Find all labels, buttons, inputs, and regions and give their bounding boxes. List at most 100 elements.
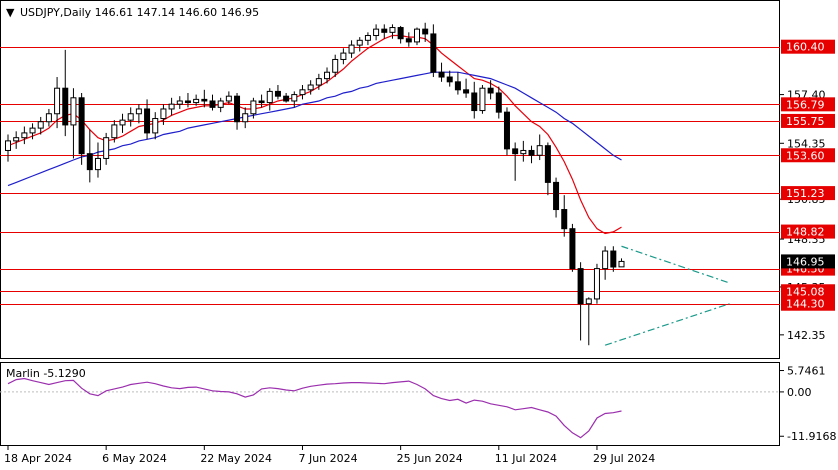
candle-body <box>610 250 617 268</box>
price-axis: 157.40154.35150.85148.35145.35142.35160.… <box>780 39 835 342</box>
candle-body <box>209 100 216 108</box>
candle-body <box>561 209 568 230</box>
candle-body <box>152 118 159 134</box>
level-label-box <box>781 296 835 311</box>
candle-body <box>364 35 371 41</box>
candle-body <box>503 111 510 150</box>
price-pane-frame <box>0 0 780 359</box>
candle <box>512 142 519 181</box>
candle-body <box>479 87 486 112</box>
candle-body <box>193 98 200 104</box>
candle-body <box>332 58 339 73</box>
time-axis: 18 Apr 2024 6 May 2024 22 May 2024 7 Jun 20… <box>4 446 655 465</box>
candle-body <box>119 119 126 126</box>
candle-body <box>520 149 527 155</box>
candle <box>397 25 404 44</box>
candle-body <box>242 113 249 123</box>
candle-body <box>454 81 461 91</box>
candle-body <box>430 33 437 73</box>
candle <box>585 297 592 346</box>
candle <box>324 67 331 84</box>
candle <box>86 129 93 183</box>
candle-body <box>291 94 298 102</box>
level-label-box <box>781 39 835 54</box>
candle-body <box>324 71 331 80</box>
candle-body <box>307 84 314 91</box>
candle <box>405 32 412 47</box>
candle <box>356 37 363 52</box>
candle-body <box>94 157 101 171</box>
candle <box>209 94 216 111</box>
horizontal-levels <box>0 47 780 305</box>
time-tick-label: 29 Jul 2024 <box>593 452 655 465</box>
candle-body <box>184 100 191 104</box>
candle <box>274 85 281 100</box>
current-price-label: 146.95 <box>786 255 825 268</box>
time-tick-label: 25 Jun 2024 <box>397 452 463 465</box>
candle-body <box>266 90 273 104</box>
oscillator-tick-label: 0.00 <box>787 386 812 399</box>
candle <box>160 104 167 125</box>
level-label: 144.30 <box>786 298 825 311</box>
candle <box>250 97 257 119</box>
level-label: 145.08 <box>786 285 825 298</box>
candle-body <box>348 44 355 54</box>
candle <box>168 97 175 116</box>
candle <box>54 77 61 129</box>
candle-body <box>250 100 257 115</box>
candle-body <box>234 95 241 123</box>
candle-body <box>299 89 306 96</box>
oscillator-line <box>7 377 622 439</box>
candle-body <box>577 268 584 305</box>
slow-ma-line <box>7 71 622 187</box>
candle <box>266 88 273 111</box>
candles <box>5 22 625 346</box>
level-label-box <box>781 284 835 299</box>
candle <box>258 94 265 108</box>
level-label: 148.82 <box>786 226 825 239</box>
candle-body <box>405 38 412 43</box>
candle-body <box>315 78 322 86</box>
candle-body <box>495 92 502 113</box>
time-tick-label: 11 Jul 2024 <box>495 452 557 465</box>
candle <box>45 108 52 127</box>
candle-body <box>414 28 420 43</box>
candle <box>495 86 502 119</box>
candle-body <box>553 181 560 211</box>
candle-body <box>225 95 232 102</box>
candle-body <box>144 108 151 134</box>
candle <box>487 80 494 100</box>
candle-body <box>397 27 404 40</box>
candle <box>307 80 314 95</box>
candle <box>283 92 290 103</box>
candle <box>544 142 551 196</box>
candle <box>201 89 208 108</box>
triangle-line <box>621 245 730 284</box>
level-label: 160.40 <box>786 41 825 54</box>
candle-body <box>176 100 183 105</box>
candle-body <box>585 298 592 305</box>
candle <box>217 97 224 113</box>
price-tick-label: 154.35 <box>787 137 826 150</box>
candle <box>193 94 200 106</box>
candle <box>610 246 617 272</box>
candle <box>37 116 44 135</box>
time-tick-label: 22 May 2024 <box>200 452 272 465</box>
candle-body <box>283 95 290 102</box>
candle-body <box>13 137 20 142</box>
candle-body <box>389 27 396 33</box>
candle-body <box>618 260 625 268</box>
candle-body <box>512 148 519 155</box>
candle-body <box>135 108 142 115</box>
fast-ma-line <box>7 34 622 235</box>
candle <box>577 262 584 341</box>
candle-body <box>111 124 118 139</box>
candle <box>536 134 543 161</box>
candle <box>78 92 85 165</box>
candle <box>340 48 347 65</box>
candle <box>520 140 527 162</box>
menu-arrow-icon[interactable]: ▼ <box>6 6 15 19</box>
candle-body <box>86 153 93 171</box>
level-label-box <box>781 97 835 112</box>
